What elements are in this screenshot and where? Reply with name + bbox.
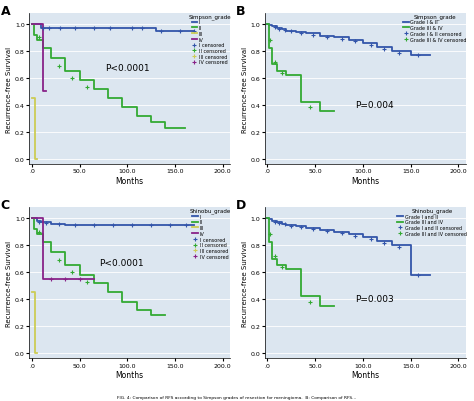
Text: P<0.0001: P<0.0001 <box>106 64 150 73</box>
Text: D: D <box>237 199 246 212</box>
Text: P=0.004: P=0.004 <box>355 100 394 109</box>
Legend: I, II, III, IV, I censored, II censored, III censored, IV censored: I, II, III, IV, I censored, II censored,… <box>189 207 231 260</box>
Text: FIG. 4: Comparison of RFS according to Simpson grades of resection for meningiom: FIG. 4: Comparison of RFS according to S… <box>118 395 356 399</box>
X-axis label: Months: Months <box>116 371 144 379</box>
Y-axis label: Recurrence-free Survival: Recurrence-free Survival <box>6 240 12 326</box>
Legend: I, II, III, IV, I censored, II censored, III censored, IV censored: I, II, III, IV, I censored, II censored,… <box>188 13 231 66</box>
Text: B: B <box>237 5 246 18</box>
X-axis label: Months: Months <box>351 371 379 379</box>
Text: A: A <box>1 5 10 18</box>
X-axis label: Months: Months <box>116 176 144 186</box>
Text: P<0.0001: P<0.0001 <box>100 258 144 267</box>
X-axis label: Months: Months <box>351 176 379 186</box>
Y-axis label: Recurrence-free Survival: Recurrence-free Survival <box>6 47 12 132</box>
Y-axis label: Recurrence-free Survival: Recurrence-free Survival <box>242 47 248 132</box>
Text: C: C <box>1 199 10 212</box>
Y-axis label: Recurrence-free Survival: Recurrence-free Survival <box>242 240 248 326</box>
Legend: Grade I and II, Grade III and IV, Grade I and II censored, Grade III and IV cens: Grade I and II, Grade III and IV, Grade … <box>397 207 467 237</box>
Legend: Grade I & II, Grade III & IV, Grade I & II censored, Grade III & IV censored: Grade I & II, Grade III & IV, Grade I & … <box>402 13 467 43</box>
Text: P=0.003: P=0.003 <box>355 294 394 303</box>
